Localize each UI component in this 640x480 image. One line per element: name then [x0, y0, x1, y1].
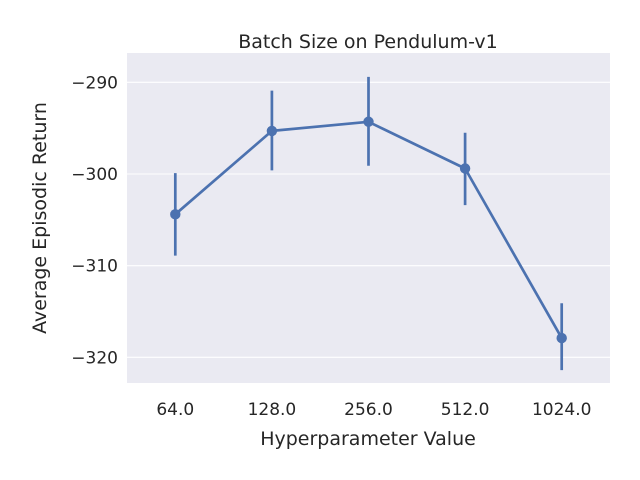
x-tick-label: 256.0 — [344, 400, 393, 420]
data-point — [266, 125, 278, 137]
y-tick-label: −290 — [71, 73, 118, 93]
x-tick-label: 512.0 — [441, 400, 490, 420]
y-tick-label: −310 — [71, 257, 118, 277]
data-point — [363, 116, 374, 127]
x-axis-label: Hyperparameter Value — [260, 428, 476, 450]
x-tick-label: 128.0 — [248, 400, 297, 420]
y-tick-label: −300 — [71, 165, 118, 185]
data-point — [170, 209, 181, 220]
x-tick-labels: 64.0 128.0 256.0 512.0 1024.0 — [156, 400, 591, 420]
y-axis-label: Average Episodic Return — [29, 102, 51, 334]
y-tick-label: −320 — [71, 348, 118, 368]
series — [170, 76, 567, 371]
data-point — [556, 332, 567, 344]
data-point — [459, 163, 471, 174]
x-tick-label: 1024.0 — [532, 400, 591, 420]
grid-lines — [127, 81, 610, 358]
chart-title: Batch Size on Pendulum-v1 — [238, 31, 498, 53]
x-tick-label: 64.0 — [156, 400, 194, 420]
y-tick-labels: −290 −300 −310 −320 — [71, 73, 118, 368]
